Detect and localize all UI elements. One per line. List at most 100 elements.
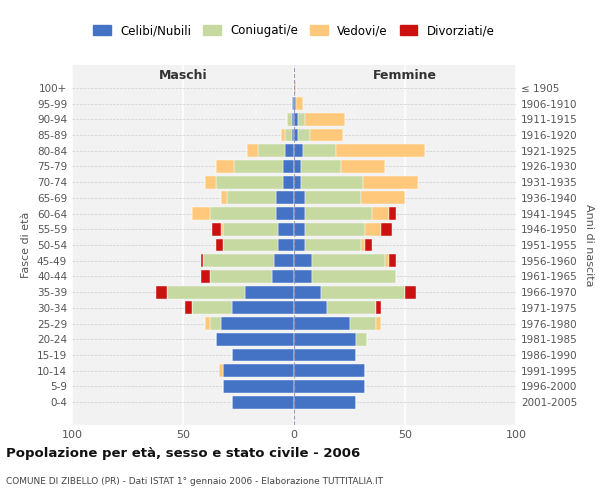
Bar <box>294 286 320 298</box>
Bar <box>278 238 294 252</box>
Bar <box>232 396 294 408</box>
Bar <box>185 302 192 314</box>
Bar <box>294 333 356 346</box>
Text: Maschi: Maschi <box>158 68 208 82</box>
Bar <box>294 144 303 157</box>
Bar <box>294 270 312 283</box>
Bar <box>356 333 367 346</box>
Bar <box>234 160 283 173</box>
Text: COMUNE DI ZIBELLO (PR) - Dati ISTAT 1° gennaio 2006 - Elaborazione TUTTITALIA.IT: COMUNE DI ZIBELLO (PR) - Dati ISTAT 1° g… <box>6 478 383 486</box>
Bar <box>227 192 276 204</box>
Bar <box>294 192 305 204</box>
Bar <box>305 207 372 220</box>
Bar <box>365 238 372 252</box>
Bar <box>294 348 356 362</box>
Bar <box>232 302 294 314</box>
Bar <box>157 286 167 298</box>
Bar <box>376 317 380 330</box>
Bar <box>223 223 278 235</box>
Bar <box>276 192 294 204</box>
Bar <box>212 223 221 235</box>
Bar <box>292 97 294 110</box>
Bar <box>217 333 294 346</box>
Bar <box>216 238 223 252</box>
Bar <box>294 364 365 377</box>
Bar <box>328 302 376 314</box>
Bar <box>303 144 336 157</box>
Bar <box>247 144 259 157</box>
Bar <box>278 223 294 235</box>
Bar <box>296 97 303 110</box>
Bar <box>294 82 296 94</box>
Bar <box>223 380 294 393</box>
Bar <box>294 238 305 252</box>
Bar <box>294 380 365 393</box>
Bar <box>389 254 396 267</box>
Bar <box>167 286 245 298</box>
Bar <box>294 396 356 408</box>
Bar <box>341 160 385 173</box>
Bar <box>217 160 234 173</box>
Bar <box>232 348 294 362</box>
Bar <box>365 223 380 235</box>
Legend: Celibi/Nubili, Coniugati/e, Vedovi/e, Divorziati/e: Celibi/Nubili, Coniugati/e, Vedovi/e, Di… <box>90 20 498 40</box>
Bar <box>285 128 292 141</box>
Bar <box>205 176 217 188</box>
Bar <box>372 207 389 220</box>
Bar <box>259 144 285 157</box>
Bar <box>216 176 283 188</box>
Bar <box>201 270 209 283</box>
Bar <box>294 113 298 126</box>
Bar <box>301 160 341 173</box>
Bar <box>203 254 274 267</box>
Bar <box>294 317 349 330</box>
Bar <box>294 160 301 173</box>
Bar <box>380 223 392 235</box>
Bar <box>305 238 361 252</box>
Bar <box>376 302 380 314</box>
Bar <box>294 302 328 314</box>
Bar <box>221 223 223 235</box>
Bar <box>363 176 418 188</box>
Bar <box>294 207 305 220</box>
Bar <box>349 317 376 330</box>
Bar <box>283 160 294 173</box>
Bar <box>389 207 396 220</box>
Bar <box>192 302 232 314</box>
Bar <box>312 254 385 267</box>
Text: Femmine: Femmine <box>373 68 437 82</box>
Bar <box>223 364 294 377</box>
Bar <box>209 270 272 283</box>
Bar <box>205 317 209 330</box>
Bar <box>209 317 221 330</box>
Bar <box>385 254 389 267</box>
Bar <box>294 254 312 267</box>
Bar <box>285 144 294 157</box>
Bar <box>336 144 425 157</box>
Bar <box>292 113 294 126</box>
Bar <box>320 286 405 298</box>
Bar <box>310 128 343 141</box>
Bar <box>245 286 294 298</box>
Bar <box>201 254 203 267</box>
Bar <box>281 128 285 141</box>
Bar <box>294 97 296 110</box>
Y-axis label: Anni di nascita: Anni di nascita <box>584 204 594 286</box>
Bar <box>218 364 223 377</box>
Bar <box>298 113 305 126</box>
Bar <box>221 192 227 204</box>
Bar <box>221 317 294 330</box>
Bar <box>192 207 209 220</box>
Bar <box>305 113 345 126</box>
Y-axis label: Fasce di età: Fasce di età <box>22 212 31 278</box>
Bar <box>223 238 278 252</box>
Bar <box>274 254 294 267</box>
Bar <box>305 192 361 204</box>
Bar <box>283 176 294 188</box>
Bar <box>305 223 365 235</box>
Bar <box>292 128 294 141</box>
Bar <box>294 128 298 141</box>
Bar <box>405 286 416 298</box>
Bar <box>361 192 405 204</box>
Bar <box>294 176 301 188</box>
